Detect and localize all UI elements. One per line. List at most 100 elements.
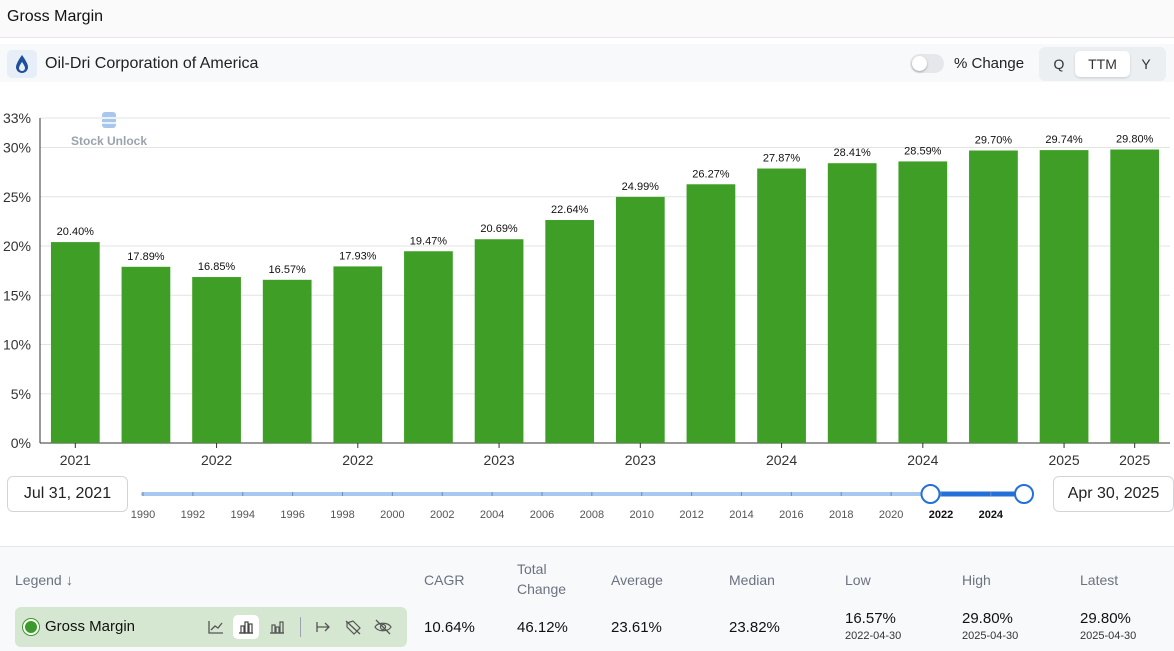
y-tick-label: 5% <box>11 386 31 402</box>
y-tick-label: 30% <box>3 140 31 156</box>
company-logo <box>7 50 37 78</box>
y-tick-label: 20% <box>3 238 31 254</box>
x-tick-label: 2022 <box>342 452 373 468</box>
page-title: Gross Margin <box>7 8 104 25</box>
high-value: 29.80% <box>962 610 1013 627</box>
legend-series-name: Gross Margin <box>45 618 136 635</box>
high-date: 2025-04-30 <box>962 630 1019 642</box>
slider-year-label: 2014 <box>729 509 753 521</box>
slider-year-label: 2024 <box>979 509 1004 521</box>
slider-year-label: 2018 <box>829 509 853 521</box>
bar <box>1039 150 1089 443</box>
hide-series-icon[interactable] <box>370 615 396 639</box>
slider-year-label: 2012 <box>679 509 703 521</box>
bar-value-label: 28.59% <box>904 145 942 157</box>
start-date-input[interactable]: Jul 31, 2021 <box>7 476 128 512</box>
oil-drop-icon <box>16 55 28 73</box>
slider-year-label: 2010 <box>629 509 653 521</box>
slider-year-label: 2000 <box>380 509 404 521</box>
slider-year-label: 1996 <box>280 509 304 521</box>
period-selector: Q TTM Y <box>1039 47 1166 81</box>
pct-change-toggle[interactable] <box>910 54 944 73</box>
toggle-knob <box>912 56 927 71</box>
slider-year-label: 2022 <box>929 509 953 521</box>
line-chart-icon[interactable] <box>203 615 229 639</box>
slider-year-label: 2020 <box>879 509 903 521</box>
bar-value-label: 20.69% <box>480 223 518 235</box>
cagr-value: 10.64% <box>424 619 475 636</box>
bar <box>50 242 100 443</box>
stacked-bar-icon[interactable] <box>264 615 290 639</box>
y-tick-label: 33% <box>3 110 31 126</box>
legend-item-gross-margin[interactable]: Gross Margin <box>15 607 407 647</box>
bar-chart-icon[interactable] <box>233 615 259 639</box>
y-tick-label: 10% <box>3 337 31 353</box>
header-bar: Gross Margin <box>0 0 1174 38</box>
bar <box>545 220 595 443</box>
bar-value-label: 29.70% <box>975 135 1013 147</box>
total-change-header: Total Change <box>517 561 567 597</box>
average-value: 23.61% <box>611 619 662 636</box>
period-y-button[interactable]: Y <box>1141 56 1151 72</box>
x-tick-label: 2023 <box>625 452 656 468</box>
low-header: Low <box>845 572 871 588</box>
hide-labels-icon[interactable] <box>340 615 366 639</box>
y-tick-label: 0% <box>11 435 31 451</box>
high-header: High <box>962 572 991 588</box>
period-ttm-button[interactable]: TTM <box>1075 51 1130 77</box>
slider-year-label: 2016 <box>779 509 803 521</box>
end-date-input[interactable]: Apr 30, 2025 <box>1053 476 1174 512</box>
bar-value-label: 17.89% <box>127 251 165 263</box>
watermark-logo <box>102 112 116 128</box>
date-range-slider[interactable]: 1990 1992 1994 1996 1998 2000 2002 2004 2006 2008… <box>128 480 1053 526</box>
move-axis-icon[interactable] <box>310 615 336 639</box>
total-change-value: 46.12% <box>517 619 568 636</box>
x-tick-label: 2024 <box>766 452 797 468</box>
bar <box>262 279 312 443</box>
slider-start-handle[interactable] <box>920 484 941 504</box>
x-tick-label: 2022 <box>201 452 232 468</box>
period-q-button[interactable]: Q <box>1053 56 1065 72</box>
slider-end-handle[interactable] <box>1014 484 1034 504</box>
series-color-dot <box>23 619 39 635</box>
bar-value-label: 29.74% <box>1045 134 1083 146</box>
bar <box>686 184 736 443</box>
bar-value-label: 19.47% <box>410 235 448 247</box>
bar-value-label: 17.93% <box>339 250 377 262</box>
bar <box>969 150 1018 443</box>
legend-divider <box>300 617 301 637</box>
bar <box>404 251 453 443</box>
company-bar: Oil-Dri Corporation of America % Change … <box>0 44 1174 82</box>
bar-value-label: 27.87% <box>763 153 801 165</box>
bar-value-label: 16.85% <box>198 261 236 273</box>
average-header: Average <box>611 572 663 588</box>
low-date: 2022-04-30 <box>845 630 902 642</box>
watermark: Stock Unlock <box>71 112 147 148</box>
bar-value-label: 20.40% <box>57 226 95 238</box>
y-tick-label: 25% <box>3 189 31 205</box>
bar-value-label: 26.27% <box>692 168 730 180</box>
slider-year-label: 1990 <box>131 509 155 521</box>
slider-year-label: 2002 <box>430 509 454 521</box>
slider-year-label: 1994 <box>231 509 255 521</box>
x-tick-label: 2025 <box>1048 452 1079 468</box>
x-tick-label: 2021 <box>60 452 91 468</box>
bar <box>757 168 806 443</box>
watermark-text: Stock Unlock <box>71 134 147 148</box>
bar <box>1110 149 1160 444</box>
bar <box>474 239 524 443</box>
x-tick-label: 2023 <box>483 452 514 468</box>
latest-date: 2025-04-30 <box>1080 630 1137 642</box>
slider-year-label: 2008 <box>580 509 604 521</box>
arrow-down-icon: ↓ <box>65 572 74 589</box>
legend-sort-header[interactable]: Legend ↓ <box>15 570 73 591</box>
bar-value-label: 24.99% <box>622 181 660 193</box>
bar-value-label: 16.57% <box>269 264 307 276</box>
bar <box>898 161 948 443</box>
legend-header-label: Legend <box>15 572 62 588</box>
stats-panel: Legend ↓ CAGR Total Change Average Media… <box>0 546 1174 651</box>
slider-year-label: 2006 <box>530 509 554 521</box>
company-name: Oil-Dri Corporation of America <box>45 55 259 72</box>
latest-header: Latest <box>1080 572 1119 588</box>
median-value: 23.82% <box>729 619 780 636</box>
